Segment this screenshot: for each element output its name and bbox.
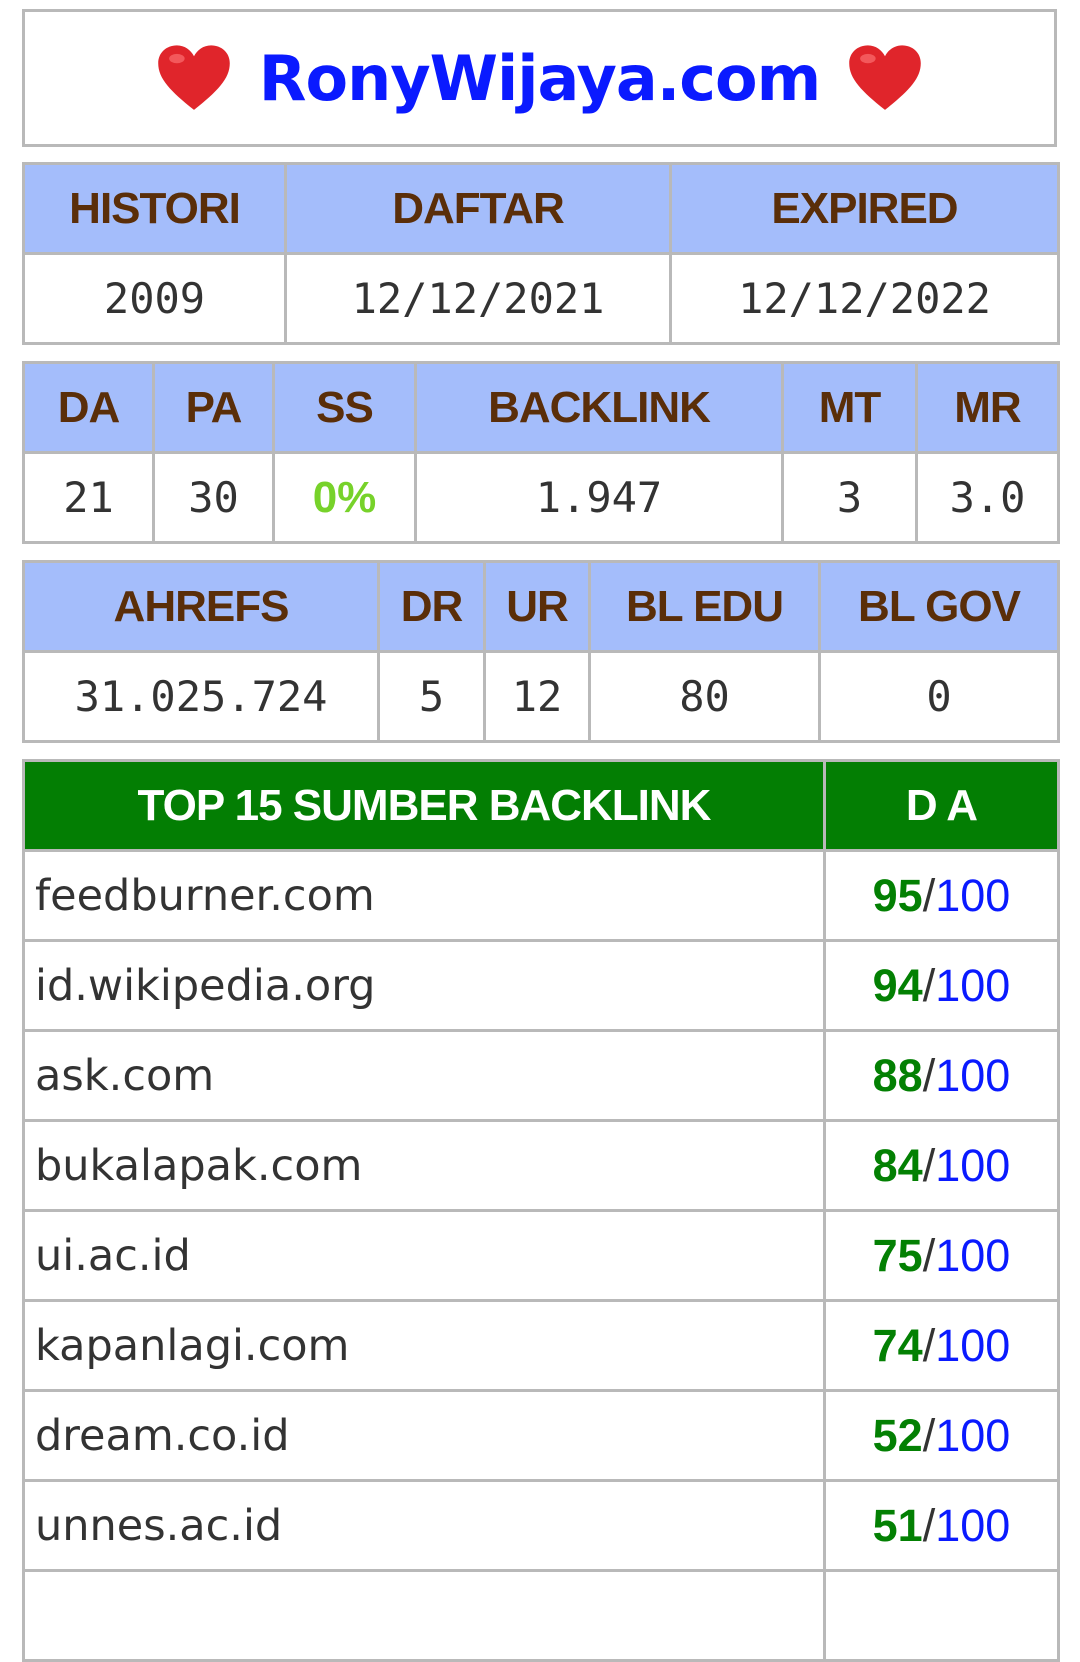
backlink-site: unnes.ac.id	[22, 1479, 826, 1572]
table-row: 21 30 0% 1.947 3 3.0	[22, 451, 1060, 544]
backlink-score: 84/100	[823, 1119, 1060, 1212]
score-da: 88	[872, 1049, 923, 1101]
score-da: 74	[872, 1319, 923, 1371]
da-value: 21	[22, 451, 155, 544]
score-da: 51	[872, 1499, 923, 1551]
table-row: bukalapak.com 84/100	[22, 1119, 1060, 1212]
mr-value: 3.0	[915, 451, 1060, 544]
pa-value: 30	[152, 451, 275, 544]
table-header-row: HISTORI DAFTAR EXPIRED	[22, 162, 1060, 255]
score-max: 100	[935, 869, 1011, 921]
ahrefs-stats-table: AHREFS DR UR BL EDU BL GOV 31.025.724 5 …	[22, 560, 1060, 743]
backlink-site: dream.co.id	[22, 1389, 826, 1482]
table-row: kapanlagi.com 74/100	[22, 1299, 1060, 1392]
score-max: 100	[935, 1499, 1011, 1551]
table-row: ask.com 88/100	[22, 1029, 1060, 1122]
table-row	[22, 1569, 1060, 1662]
backlink-site: kapanlagi.com	[22, 1299, 826, 1392]
backlink-score: 75/100	[823, 1209, 1060, 1302]
column-header: HISTORI	[22, 162, 287, 255]
score-max: 100	[935, 1229, 1011, 1281]
column-header: BL EDU	[588, 560, 821, 653]
backlink-site-partial	[22, 1569, 826, 1662]
column-header: PA	[152, 361, 275, 454]
table-row: ui.ac.id 75/100	[22, 1209, 1060, 1302]
score-da: 95	[872, 869, 923, 921]
histori-value: 2009	[22, 252, 287, 345]
score-separator: /	[922, 1409, 936, 1461]
backlink-site: ui.ac.id	[22, 1209, 826, 1302]
score-max: 100	[935, 959, 1011, 1011]
backlink-score-partial	[823, 1569, 1060, 1662]
backlink-site: ask.com	[22, 1029, 826, 1122]
score-separator: /	[922, 1139, 936, 1191]
score-da: 94	[872, 959, 923, 1011]
bl-gov-value: 0	[818, 650, 1060, 743]
table-row: 2009 12/12/2021 12/12/2022	[22, 252, 1060, 345]
table-row: dream.co.id 52/100	[22, 1389, 1060, 1482]
column-header: SS	[272, 361, 417, 454]
column-header-da: D A	[823, 759, 1060, 852]
column-header: MT	[781, 361, 918, 454]
score-da: 75	[872, 1229, 923, 1281]
backlink-score: 52/100	[823, 1389, 1060, 1482]
backlink-value: 1.947	[414, 451, 784, 544]
page-container: RonyWijaya.com HISTORI DAFTAR EXPIRED 20…	[22, 9, 1060, 1662]
column-header: DAFTAR	[284, 162, 672, 255]
daftar-value: 12/12/2021	[284, 252, 672, 345]
table-header-row: AHREFS DR UR BL EDU BL GOV	[22, 560, 1060, 653]
column-header: BL GOV	[818, 560, 1060, 653]
backlink-site: feedburner.com	[22, 849, 826, 942]
score-da: 84	[872, 1139, 923, 1191]
score-da: 52	[872, 1409, 923, 1461]
dr-value: 5	[377, 650, 486, 743]
score-separator: /	[922, 1499, 936, 1551]
table-row: unnes.ac.id 51/100	[22, 1479, 1060, 1572]
table-row: 31.025.724 5 12 80 0	[22, 650, 1060, 743]
score-separator: /	[922, 869, 936, 921]
backlink-sources-table: TOP 15 SUMBER BACKLINK D A feedburner.co…	[22, 759, 1060, 1662]
bl-edu-value: 80	[588, 650, 821, 743]
red-heart-icon	[849, 45, 922, 110]
table-row: feedburner.com 95/100	[22, 849, 1060, 942]
score-max: 100	[935, 1319, 1011, 1371]
ss-value: 0%	[272, 451, 417, 544]
score-max: 100	[935, 1139, 1011, 1191]
red-heart-icon	[157, 45, 230, 110]
backlink-score: 88/100	[823, 1029, 1060, 1122]
moz-stats-table: DA PA SS BACKLINK MT MR 21 30 0% 1.947 3…	[22, 361, 1060, 544]
column-header: EXPIRED	[669, 162, 1060, 255]
column-header: MR	[915, 361, 1060, 454]
score-separator: /	[922, 1229, 936, 1281]
backlink-site: id.wikipedia.org	[22, 939, 826, 1032]
score-max: 100	[935, 1049, 1011, 1101]
backlink-score: 74/100	[823, 1299, 1060, 1392]
score-separator: /	[922, 1049, 936, 1101]
table-header-row: TOP 15 SUMBER BACKLINK D A	[22, 759, 1060, 852]
mt-value: 3	[781, 451, 918, 544]
backlink-score: 94/100	[823, 939, 1060, 1032]
score-max: 100	[935, 1409, 1011, 1461]
table-header-row: DA PA SS BACKLINK MT MR	[22, 361, 1060, 454]
column-header: UR	[483, 560, 591, 653]
ur-value: 12	[483, 650, 591, 743]
domain-info-table: HISTORI DAFTAR EXPIRED 2009 12/12/2021 1…	[22, 162, 1060, 345]
backlink-score: 51/100	[823, 1479, 1060, 1572]
column-header: BACKLINK	[414, 361, 784, 454]
site-title-banner: RonyWijaya.com	[22, 9, 1057, 147]
column-header: DR	[377, 560, 486, 653]
site-title[interactable]: RonyWijaya.com	[258, 41, 821, 115]
score-separator: /	[922, 1319, 936, 1371]
column-header-source: TOP 15 SUMBER BACKLINK	[22, 759, 826, 852]
column-header: DA	[22, 361, 155, 454]
backlink-score: 95/100	[823, 849, 1060, 942]
table-row: id.wikipedia.org 94/100	[22, 939, 1060, 1032]
backlink-site: bukalapak.com	[22, 1119, 826, 1212]
score-separator: /	[922, 959, 936, 1011]
column-header: AHREFS	[22, 560, 380, 653]
expired-value: 12/12/2022	[669, 252, 1060, 345]
ahrefs-value: 31.025.724	[22, 650, 380, 743]
